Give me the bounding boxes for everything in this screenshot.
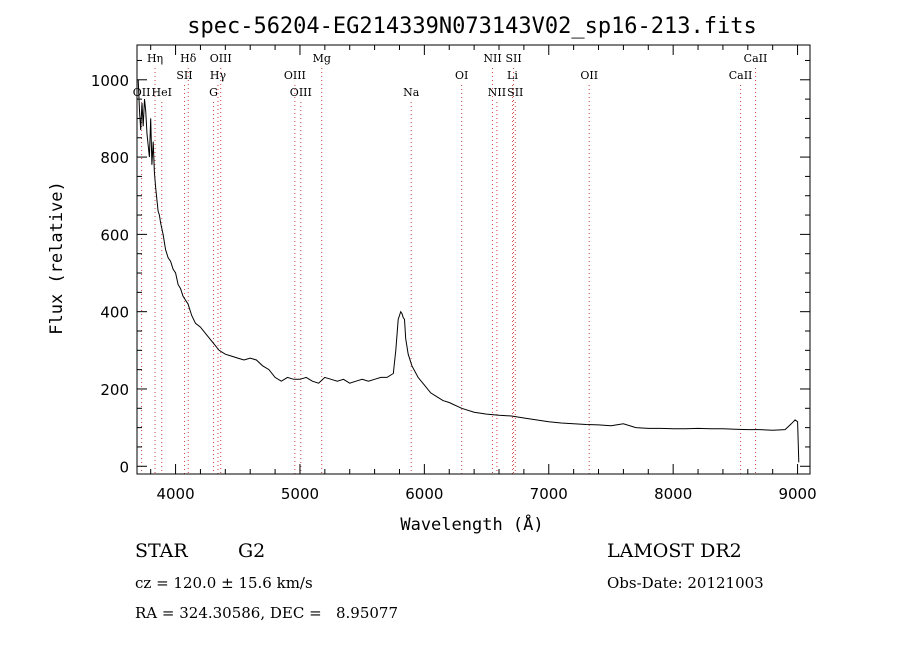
y-tick-label-4: 800 <box>100 149 129 167</box>
y-axis-label: Flux (relative) <box>47 181 67 335</box>
y-tick-label-3: 600 <box>100 226 129 244</box>
line-marker-label-6: Hγ <box>210 69 227 82</box>
line-marker-label-16: Li <box>507 69 518 82</box>
y-tick-label-0: 0 <box>119 458 129 476</box>
object-class: STAR <box>135 540 188 562</box>
line-marker-label-18: OII <box>580 69 598 82</box>
plot-frame <box>136 44 811 475</box>
y-tick-label-1: 200 <box>100 381 129 399</box>
x-tick-label-5: 9000 <box>778 485 816 503</box>
line-marker-label-13: NII <box>483 52 501 65</box>
line-marker-label-11: Na <box>403 86 420 99</box>
observation-date: Obs-Date: 20121003 <box>607 574 764 592</box>
line-marker-label-17: SII <box>507 86 523 99</box>
line-marker-label-10: Mg <box>313 52 331 65</box>
y-tick-label-2: 400 <box>100 304 129 322</box>
redshift-velocity: cz = 120.0 ± 15.6 km/s <box>135 574 313 592</box>
object-subclass: G2 <box>238 540 266 562</box>
line-marker-label-15: SII <box>505 52 521 65</box>
line-marker-label-0: OII <box>133 86 151 99</box>
line-markers: OII Hη HeI Hδ SII OIII Hγ G OIII OIII Mg Na OI NII NII… <box>133 52 768 474</box>
line-marker-label-7: G <box>209 86 218 99</box>
line-marker-label-3: Hδ <box>180 52 197 65</box>
line-marker-label-14: NII <box>488 86 506 99</box>
x-tick-label-4: 8000 <box>654 485 692 503</box>
x-tick-label-0: 4000 <box>156 485 194 503</box>
line-marker-label-9: OIII <box>290 86 312 99</box>
axes: 4000 5000 6000 7000 8000 9000 0 200 400 600 800 100… <box>91 44 817 503</box>
x-tick-label-1: 5000 <box>281 485 319 503</box>
x-tick-label-2: 6000 <box>405 485 443 503</box>
coordinates: RA = 324.30586, DEC = 8.95077 <box>135 604 399 622</box>
x-axis-label: Wavelength (Å) <box>400 513 543 535</box>
spectrum-line <box>137 79 800 463</box>
chart-title: spec-56204-EG214339N073143V02_sp16-213.f… <box>187 14 757 39</box>
line-marker-label-5: OIII <box>210 52 232 65</box>
line-marker-label-8: OIII <box>284 69 306 82</box>
y-tick-label-5: 1000 <box>91 72 129 90</box>
survey-name: LAMOST DR2 <box>607 540 742 562</box>
line-marker-label-2: HeI <box>152 86 172 99</box>
line-marker-label-20: CaII <box>744 52 768 65</box>
line-marker-label-19: CaII <box>729 69 753 82</box>
line-marker-label-12: OI <box>455 69 468 82</box>
line-marker-label-1: Hη <box>147 52 163 65</box>
x-tick-label-3: 7000 <box>530 485 568 503</box>
line-marker-label-4: SII <box>176 69 192 82</box>
